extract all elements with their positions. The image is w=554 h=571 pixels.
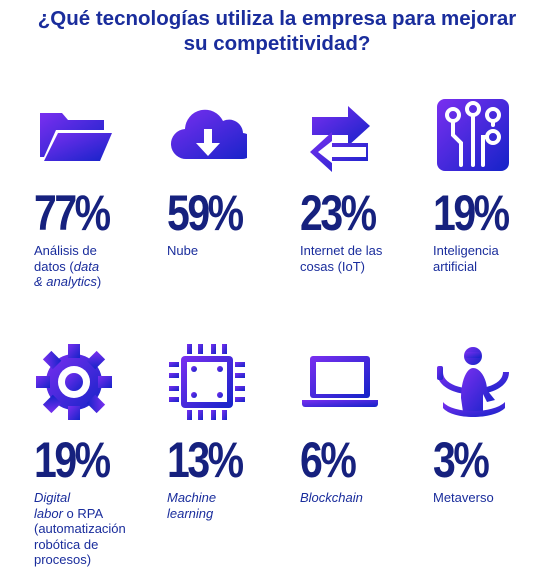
technology-item: 23% Internet de las cosas (IoT) [300, 95, 420, 315]
technology-item: 19% Digital labor o RPA (automatización robó… [34, 342, 154, 567]
technology-item: 3% Metaverso [433, 342, 553, 562]
gear-icon [34, 342, 114, 422]
category-label: Internet de las cosas (IoT) [300, 243, 383, 274]
value-label: 3% [433, 432, 490, 488]
ai-circuit-icon [433, 95, 513, 175]
cloud-download-icon [167, 95, 247, 175]
technology-item: 6% Blockchain [300, 342, 420, 562]
chart-title: ¿Qué tecnologías utiliza la empresa para… [0, 6, 554, 56]
category-label: Inteligencia artificial [433, 243, 499, 274]
category-label: Blockchain [300, 490, 363, 505]
folder-icon [34, 95, 114, 175]
value-label: 59% [167, 185, 244, 241]
category-label: Nube [167, 243, 199, 258]
value-label: 19% [34, 432, 111, 488]
technology-item: 77% Análisis de datos (data & analytics) [34, 95, 154, 315]
category-label: Machine learning [167, 490, 217, 521]
chip-icon [167, 342, 247, 422]
technology-item: 19% Inteligencia artificial [433, 95, 553, 315]
category-label: Digital labor o RPA (automatización robótic… [34, 490, 126, 567]
technology-item: 13% Machine learning [167, 342, 287, 562]
arrows-exchange-icon [300, 95, 380, 175]
value-label: 77% [34, 185, 111, 241]
technology-item: 59% Nube [167, 95, 287, 315]
value-label: 13% [167, 432, 244, 488]
vr-user-icon [433, 342, 513, 422]
category-label: Análisis de datos (data & analytics) [34, 243, 102, 289]
value-label: 19% [433, 185, 510, 241]
laptop-icon [300, 342, 380, 422]
category-label: Metaverso [433, 490, 494, 505]
chart-title-line-1: ¿Qué tecnologías utiliza la empresa para… [37, 7, 517, 30]
chart-title-line-2: su competitividad? [183, 32, 371, 55]
value-label: 6% [300, 432, 357, 488]
value-label: 23% [300, 185, 377, 241]
